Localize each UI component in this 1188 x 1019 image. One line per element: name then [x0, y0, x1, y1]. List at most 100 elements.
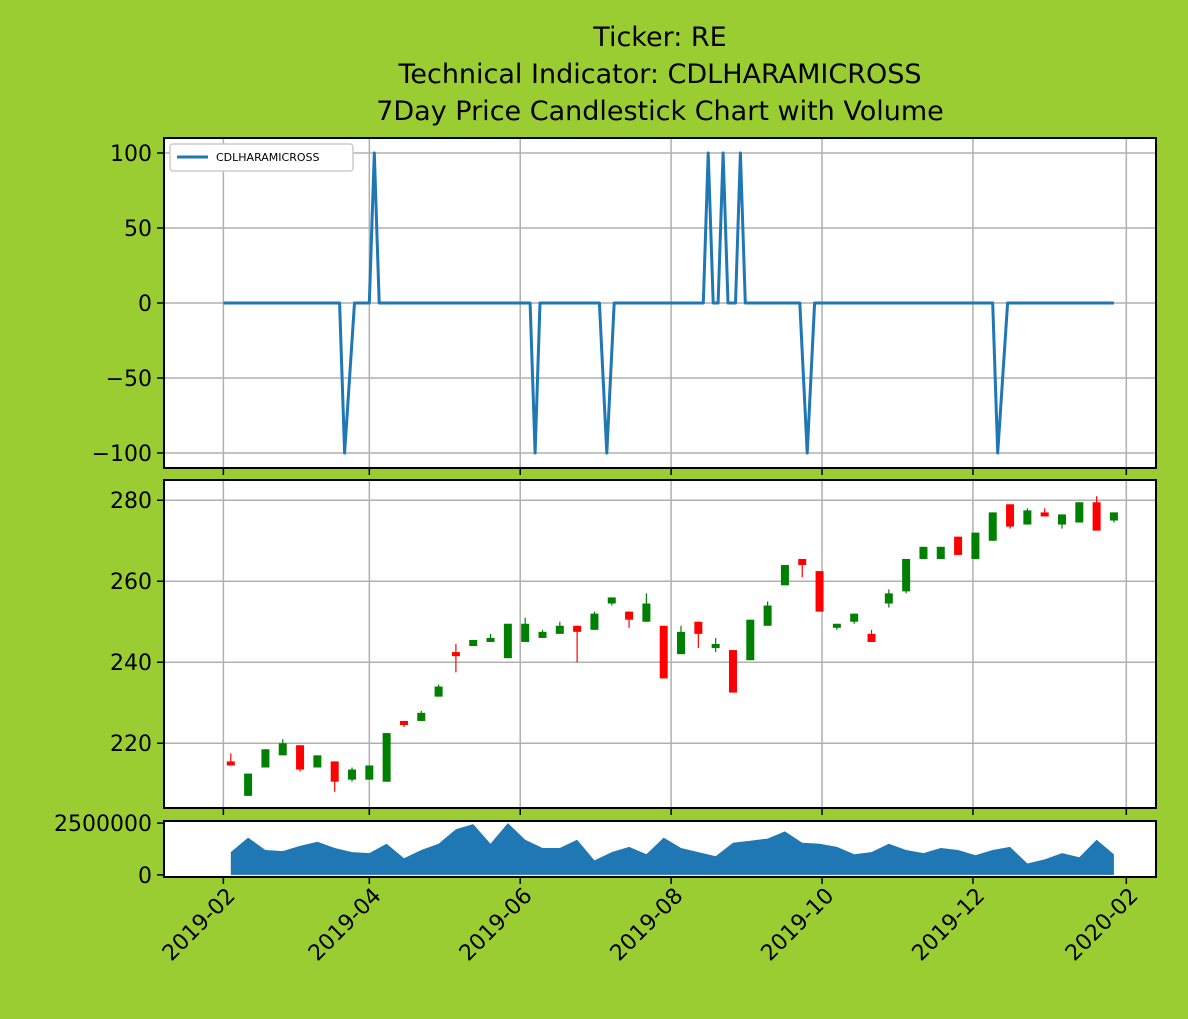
- cdlharamicross-line: [223, 151, 1114, 455]
- indicator-series: [223, 151, 1114, 455]
- candle-body: [850, 613, 859, 622]
- candle: [936, 546, 945, 559]
- y-tick-label: 0: [138, 864, 152, 889]
- candle: [486, 633, 495, 642]
- y-tick-label: 100: [110, 142, 152, 167]
- legend-box: [169, 143, 354, 172]
- price-y-axis: 220 240 260 280: [110, 489, 164, 757]
- y-tick-label: −50: [106, 367, 152, 392]
- candle-body: [936, 546, 945, 559]
- candle-body: [590, 613, 599, 630]
- volume-frame: [163, 820, 1157, 878]
- candle: [261, 749, 270, 768]
- candle: [348, 767, 357, 782]
- candle: [607, 597, 616, 606]
- candle: [728, 650, 737, 693]
- candle: [469, 639, 478, 647]
- candle: [988, 512, 997, 541]
- candle-body: [711, 644, 720, 649]
- candle-body: [1040, 512, 1049, 517]
- candle: [503, 623, 512, 659]
- candle: [313, 755, 322, 768]
- candle: [746, 619, 755, 661]
- candle: [625, 611, 634, 628]
- title-ticker: Ticker: RE: [592, 22, 726, 53]
- y-tick-label: 280: [110, 489, 152, 514]
- candle: [365, 765, 374, 780]
- candle: [919, 546, 928, 559]
- candle-body: [503, 623, 512, 659]
- candle-body: [642, 603, 651, 622]
- candle: [954, 536, 963, 555]
- volume-area: [230, 823, 1114, 875]
- y-tick-label: 220: [110, 732, 152, 757]
- price-frame: [163, 479, 1157, 809]
- candle: [780, 565, 789, 586]
- candle: [226, 753, 235, 766]
- candle-body: [365, 765, 374, 780]
- price-x-ticks: [222, 808, 1128, 815]
- candle-body: [971, 532, 980, 559]
- candle: [1040, 508, 1049, 517]
- candle: [451, 644, 460, 673]
- candle-body: [451, 652, 460, 657]
- volume-fill: [230, 823, 1114, 875]
- candle: [538, 629, 547, 638]
- candle-body: [832, 623, 841, 628]
- indicator-legend: CDLHARAMICROSS: [169, 143, 354, 172]
- candle: [642, 593, 651, 622]
- candle-body: [919, 546, 928, 559]
- candle: [902, 558, 911, 594]
- candle: [296, 745, 305, 772]
- y-tick-label: 50: [124, 217, 152, 242]
- candle-body: [1109, 512, 1118, 521]
- price-candles: [226, 496, 1118, 796]
- candle-body: [746, 619, 755, 661]
- candle-body: [348, 769, 357, 780]
- candle-body: [382, 733, 391, 782]
- candle-body: [226, 761, 235, 766]
- candle-body: [798, 558, 807, 566]
- candle-body: [1006, 504, 1015, 527]
- candle: [798, 558, 807, 578]
- indicator-y-axis: 100 50 0 −50 −100: [92, 142, 164, 467]
- candle-body: [1075, 502, 1084, 523]
- y-tick-label: 260: [110, 570, 152, 595]
- candle-body: [763, 605, 772, 626]
- candle: [399, 720, 408, 728]
- candle-body: [330, 761, 339, 782]
- candle-body: [296, 745, 305, 770]
- candle-body: [244, 773, 253, 796]
- candle-body: [521, 623, 530, 642]
- candle: [1075, 502, 1084, 523]
- candle-body: [573, 625, 582, 632]
- candle: [763, 601, 772, 626]
- candle: [971, 532, 980, 559]
- candle-body: [677, 631, 686, 655]
- candle: [694, 621, 703, 649]
- candle-body: [625, 611, 634, 620]
- candle: [590, 611, 599, 630]
- candle: [677, 625, 686, 655]
- candle-body: [417, 712, 426, 721]
- candle-body: [659, 625, 668, 679]
- candle-body: [434, 686, 443, 697]
- candle-body: [486, 637, 495, 642]
- candle-body: [1057, 514, 1066, 525]
- indicator-panel: 100 50 0 −50 −100 CDLHARAMICROSS: [92, 137, 1157, 475]
- candle: [1092, 496, 1101, 531]
- candle-body: [313, 755, 322, 768]
- y-tick-label: −100: [92, 442, 152, 467]
- candle-body: [884, 593, 893, 604]
- price-grid: [164, 480, 1156, 808]
- candle: [659, 625, 668, 679]
- candle: [521, 617, 530, 642]
- candle-body: [1023, 510, 1032, 525]
- candle: [1006, 504, 1015, 529]
- candle-body: [815, 571, 824, 612]
- y-tick-label: 2500000: [54, 812, 152, 837]
- candle: [1109, 512, 1118, 523]
- candle: [711, 637, 720, 653]
